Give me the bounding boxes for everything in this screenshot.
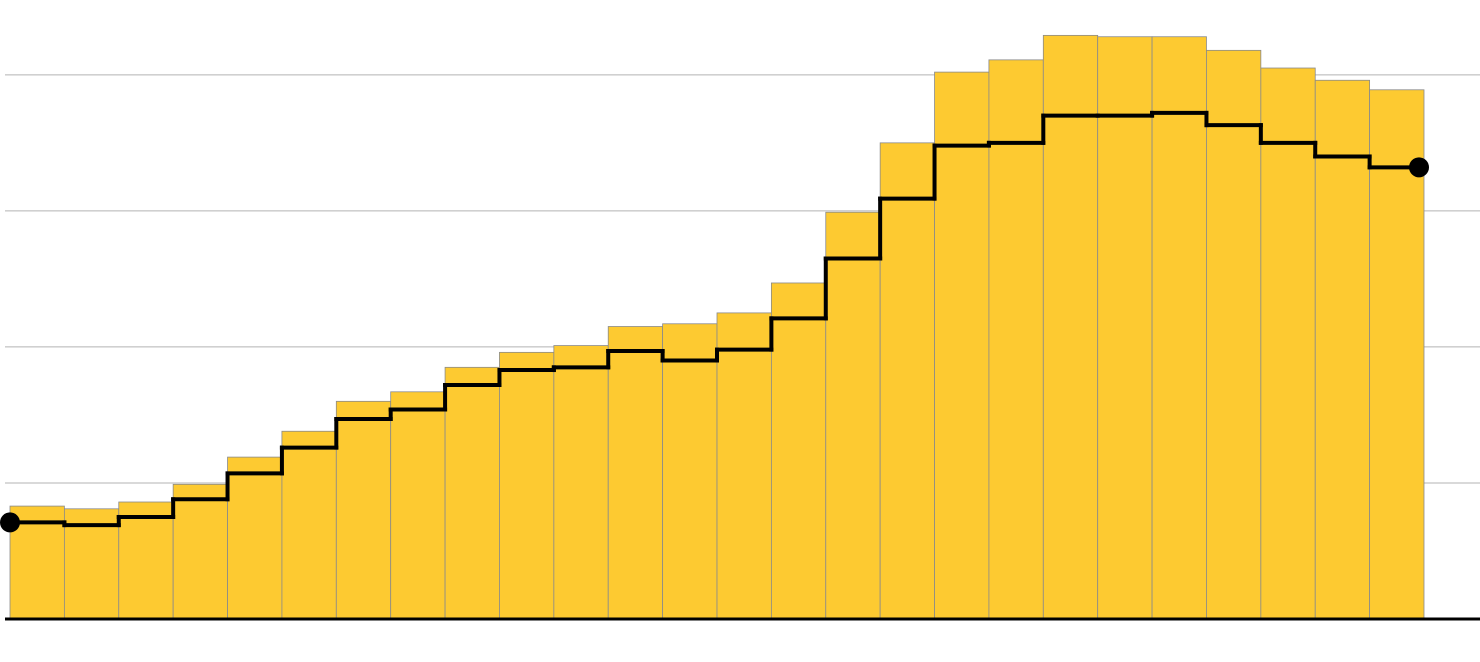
bar <box>825 211 881 620</box>
bar <box>281 430 337 620</box>
bar <box>553 345 609 620</box>
bar <box>1260 67 1316 620</box>
bar <box>662 323 718 620</box>
bar <box>607 326 664 620</box>
bar <box>172 483 228 620</box>
bar <box>1151 36 1207 620</box>
bar <box>499 351 555 620</box>
bar <box>879 142 935 620</box>
bar <box>335 400 392 620</box>
bar <box>770 282 827 620</box>
end-dot <box>1409 157 1429 178</box>
bar <box>118 501 174 620</box>
bar <box>1206 49 1262 620</box>
bar <box>227 456 283 620</box>
bar <box>1097 36 1153 620</box>
bar <box>444 366 500 620</box>
bar <box>988 59 1044 620</box>
bar <box>1369 89 1425 620</box>
end-dot <box>0 512 20 533</box>
bar <box>934 71 990 620</box>
bar <box>1042 34 1099 620</box>
bar <box>1314 79 1371 620</box>
bar <box>716 312 772 620</box>
bar <box>390 391 446 620</box>
